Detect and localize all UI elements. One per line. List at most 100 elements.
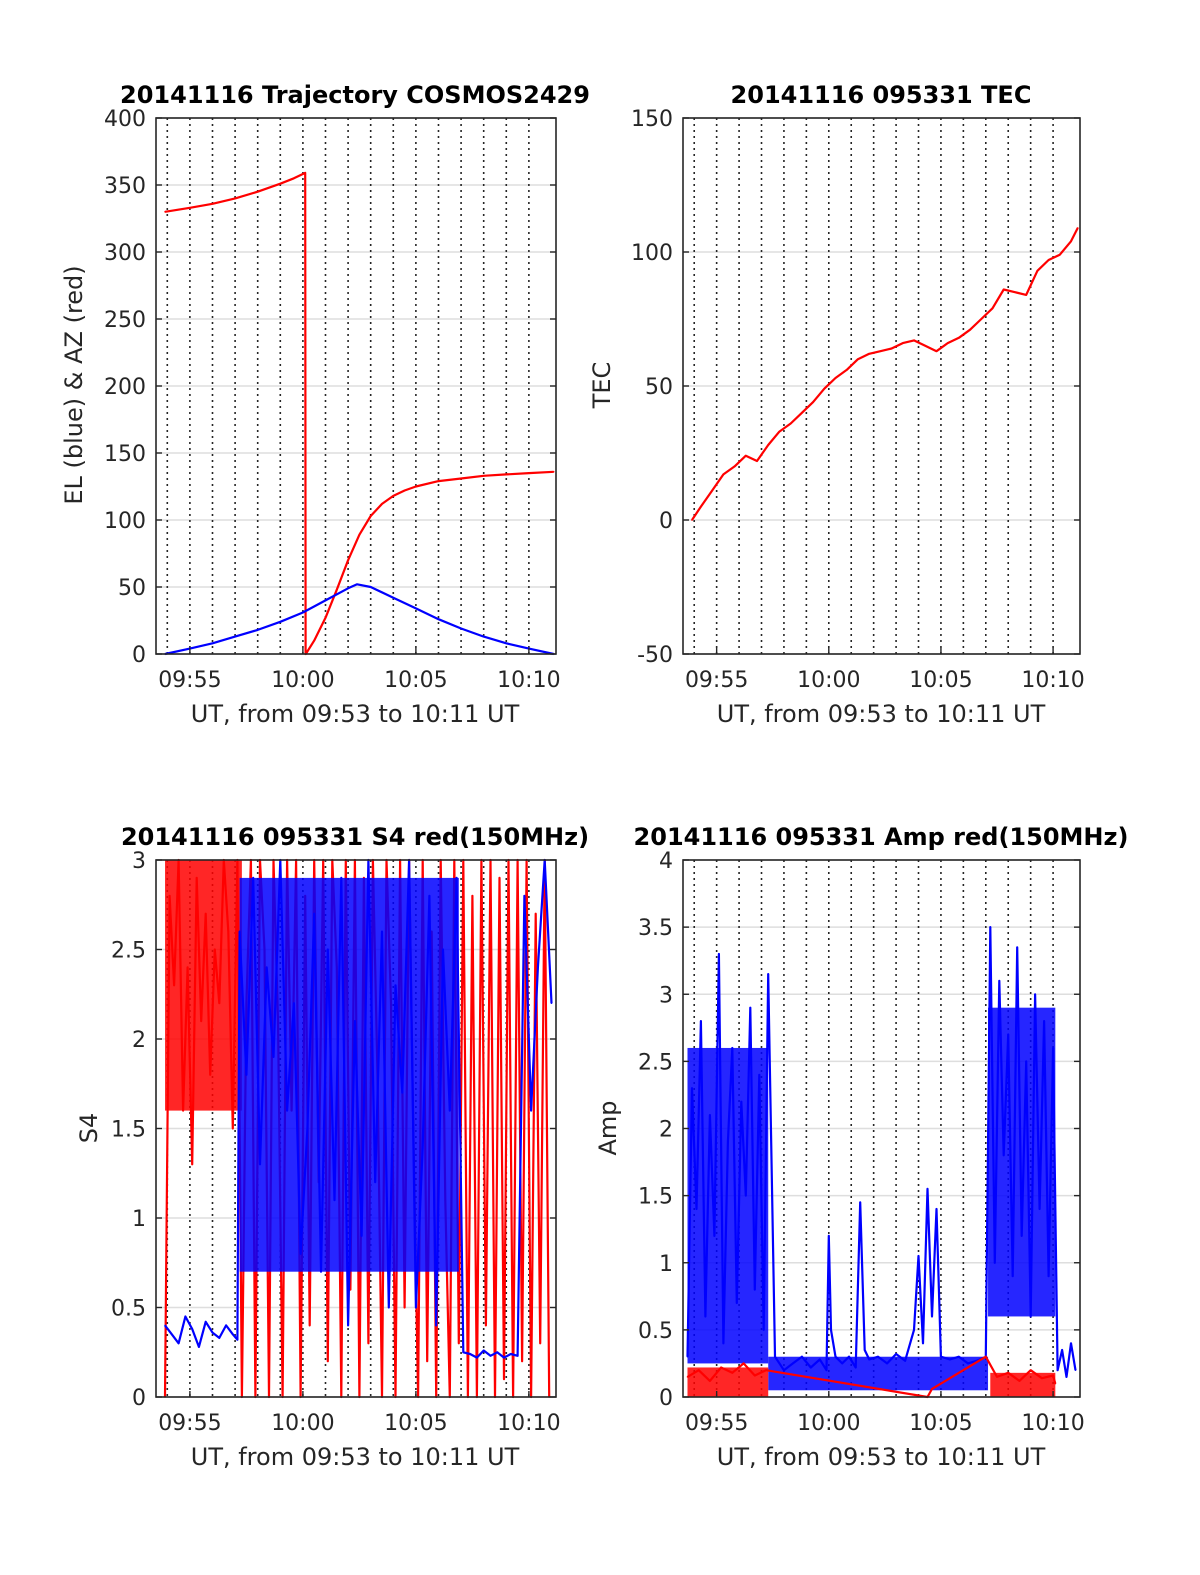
blue-data-point bbox=[940, 1355, 942, 1358]
blue-data-point bbox=[810, 1366, 812, 1369]
red-data-point bbox=[857, 358, 859, 361]
blue-data-point bbox=[252, 877, 254, 879]
blue-data-point bbox=[340, 877, 343, 879]
red-data-point bbox=[991, 307, 994, 310]
trajectory-panel: 20141116 Trajectory COSMOS2429 UT, from … bbox=[60, 81, 590, 728]
blue-data-point bbox=[177, 1342, 180, 1345]
blue-data-point bbox=[1025, 1060, 1027, 1063]
blue-data-point bbox=[762, 1329, 765, 1331]
blue-data-point bbox=[489, 1355, 492, 1357]
red-data-point bbox=[868, 353, 870, 355]
blue-data-point bbox=[904, 1359, 906, 1362]
red-data-point bbox=[164, 211, 166, 213]
blue-data-point bbox=[369, 586, 372, 588]
red-data-point bbox=[168, 895, 171, 897]
x-tick-label: 10:10 bbox=[497, 668, 560, 693]
y-tick-label: 0 bbox=[659, 509, 673, 534]
red-data-point bbox=[437, 480, 440, 482]
blue-data-point bbox=[460, 627, 462, 630]
red-data-point bbox=[709, 1380, 711, 1382]
red-data-point bbox=[834, 377, 837, 379]
blue-data-point bbox=[415, 1306, 417, 1309]
y-tick-label: 1.5 bbox=[111, 1118, 146, 1143]
blue-data-point bbox=[998, 980, 1001, 982]
red-data-point bbox=[381, 503, 383, 505]
red-data-point bbox=[200, 1020, 202, 1022]
blue-data-point bbox=[834, 1355, 837, 1358]
blue-data-point bbox=[691, 1087, 693, 1090]
y-tick-label: 1 bbox=[659, 1252, 673, 1277]
red-data-point bbox=[1054, 1382, 1057, 1385]
red-data-point bbox=[935, 350, 938, 352]
blue-data-point bbox=[462, 1351, 465, 1354]
x-tick-label: 10:00 bbox=[271, 668, 334, 693]
blue-data-point bbox=[324, 599, 327, 602]
red-data-point bbox=[931, 1388, 933, 1390]
y-tick-label: 0 bbox=[659, 1386, 673, 1411]
blue-data-point bbox=[236, 1338, 239, 1341]
y-tick-label: 100 bbox=[104, 509, 146, 534]
red-data-point bbox=[731, 1372, 734, 1374]
red-data-point bbox=[722, 473, 725, 476]
red-series-line bbox=[164, 171, 554, 656]
blue-data-point bbox=[801, 1355, 803, 1358]
red-data-point bbox=[1070, 240, 1072, 243]
red-data-point bbox=[720, 1366, 722, 1369]
blue-data-point bbox=[387, 1306, 390, 1309]
red-data-point bbox=[801, 412, 803, 414]
red-data-point bbox=[485, 1324, 487, 1327]
blue-data-point bbox=[731, 1047, 734, 1049]
blue-data-point bbox=[238, 930, 241, 933]
y-tick-label: 2.5 bbox=[638, 1050, 673, 1075]
s4-xlabel: UT, from 09:53 to 10:11 UT bbox=[191, 1443, 520, 1471]
red-data-point bbox=[745, 454, 747, 457]
blue-data-point bbox=[245, 1074, 248, 1076]
blue-data-point bbox=[922, 1342, 924, 1345]
blue-data-point bbox=[198, 1346, 200, 1348]
y-tick-label: 0.5 bbox=[111, 1297, 146, 1322]
blue-data-point bbox=[745, 1194, 747, 1197]
y-tick-label: 350 bbox=[104, 174, 146, 199]
blue-data-point bbox=[286, 1109, 288, 1112]
red-data-point bbox=[521, 1360, 523, 1362]
y-tick-label: 0.5 bbox=[638, 1319, 673, 1344]
y-tick-label: 0 bbox=[132, 643, 146, 668]
blue-data-point bbox=[232, 1333, 234, 1336]
x-tick-label: 10:00 bbox=[271, 1411, 334, 1436]
red-data-point bbox=[460, 477, 462, 480]
plot-area bbox=[683, 859, 1080, 1399]
red-data-point bbox=[304, 172, 306, 174]
red-data-point bbox=[234, 197, 236, 200]
y-tick-label: 250 bbox=[104, 308, 146, 333]
blue-data-point bbox=[709, 1114, 711, 1116]
red-data-point bbox=[753, 1374, 756, 1377]
blue-data-point bbox=[753, 1288, 756, 1291]
blue-data-point bbox=[302, 611, 304, 614]
blue-data-point bbox=[211, 1331, 214, 1334]
red-data-point bbox=[1036, 269, 1039, 272]
red-data-point bbox=[902, 342, 904, 344]
y-tick-label: 50 bbox=[645, 375, 673, 400]
blue-data-point bbox=[958, 1355, 960, 1358]
red-data-point bbox=[913, 339, 915, 342]
amp-ylabel: Amp bbox=[594, 1100, 622, 1155]
blue-data-point bbox=[1020, 1235, 1023, 1237]
blue-data-point bbox=[421, 1145, 424, 1148]
x-tick-label: 09:55 bbox=[685, 1411, 748, 1436]
red-data-point bbox=[697, 1369, 700, 1371]
y-tick-label: 300 bbox=[104, 241, 146, 266]
red-data-point bbox=[256, 190, 259, 193]
red-data-point bbox=[471, 895, 474, 897]
red-data-point bbox=[1007, 1372, 1010, 1374]
red-data-point bbox=[767, 444, 770, 446]
red-data-point bbox=[845, 369, 848, 371]
blue-data-point bbox=[740, 1100, 743, 1103]
y-tick-label: 3 bbox=[659, 983, 673, 1008]
amp-panel: 20141116 095331 Amp red(150MHz) UT, from… bbox=[594, 823, 1128, 1471]
blue-data-point bbox=[736, 1302, 738, 1304]
blue-data-point bbox=[171, 1333, 173, 1336]
red-data-point bbox=[173, 984, 175, 987]
red-data-point bbox=[498, 877, 501, 879]
x-tick-label: 10:05 bbox=[909, 668, 972, 693]
blue-data-point bbox=[184, 1315, 187, 1318]
